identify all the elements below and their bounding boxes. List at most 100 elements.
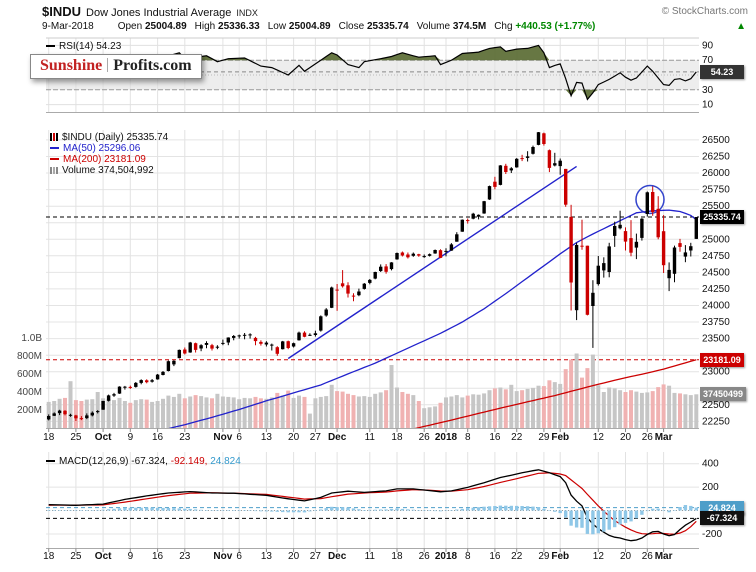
- rsi-overbought-fill: [48, 45, 697, 61]
- svg-text:30: 30: [702, 85, 714, 96]
- svg-text:26: 26: [642, 432, 654, 443]
- svg-text:25500: 25500: [702, 201, 730, 212]
- svg-text:12: 12: [593, 551, 605, 562]
- macd-legend-value: -67.324,: [131, 456, 168, 467]
- svg-text:16: 16: [489, 551, 501, 562]
- svg-text:26: 26: [642, 551, 654, 562]
- svg-text:16: 16: [152, 551, 164, 562]
- quote-line: 9-Mar-2018 Open 25004.89 High 25336.33 Low …: [42, 21, 595, 32]
- svg-text:22: 22: [511, 432, 523, 443]
- quote-close: Close 25335.74: [338, 21, 409, 32]
- macd-legend-signal: -92.149,: [170, 456, 208, 467]
- candles: [47, 132, 698, 421]
- svg-text:200M: 200M: [17, 405, 42, 416]
- macd-value-box: -67.324: [700, 511, 744, 526]
- svg-text:23000: 23000: [702, 367, 730, 378]
- logo-profits: Profits.com: [113, 57, 192, 74]
- svg-text:26000: 26000: [702, 168, 730, 179]
- rsi-oversold-fill: [48, 89, 697, 100]
- svg-text:200: 200: [702, 482, 719, 493]
- svg-text:23: 23: [179, 551, 191, 562]
- volume-bars-icon: [50, 166, 52, 174]
- volume-value-box: 37450499: [700, 387, 747, 402]
- svg-text:2018: 2018: [435, 551, 458, 562]
- svg-text:23500: 23500: [702, 334, 730, 345]
- svg-text:20: 20: [288, 551, 300, 562]
- svg-text:11: 11: [365, 551, 376, 562]
- svg-text:26: 26: [419, 551, 431, 562]
- copyright: © StockCharts.com: [661, 6, 748, 17]
- svg-text:800M: 800M: [17, 351, 42, 362]
- svg-text:11: 11: [365, 432, 376, 443]
- svg-text:25: 25: [70, 551, 82, 562]
- ma200-line: [414, 359, 697, 428]
- svg-text:Feb: Feb: [551, 551, 569, 562]
- svg-text:22500: 22500: [702, 400, 730, 411]
- svg-text:90: 90: [702, 40, 714, 51]
- svg-text:26: 26: [419, 432, 431, 443]
- svg-text:Dec: Dec: [328, 432, 347, 443]
- svg-text:70: 70: [702, 55, 714, 66]
- svg-text:29: 29: [538, 432, 550, 443]
- svg-text:23: 23: [179, 432, 191, 443]
- macd-legend-name: MACD(12,26,9): [59, 456, 129, 467]
- up-arrow-icon: ▲: [736, 21, 746, 32]
- svg-text:29: 29: [538, 551, 550, 562]
- ma200-line-icon: [50, 158, 59, 161]
- svg-text:2018: 2018: [435, 432, 458, 443]
- quote-low: Low 25004.89: [267, 21, 331, 32]
- svg-text:Mar: Mar: [655, 551, 673, 562]
- svg-text:Oct: Oct: [95, 432, 112, 443]
- ma50-line: [168, 209, 697, 428]
- svg-text:10: 10: [702, 100, 714, 111]
- macd-signal-line: [48, 472, 697, 535]
- svg-text:20: 20: [620, 551, 632, 562]
- quote-volume: Volume 374.5M: [416, 21, 487, 32]
- macd-legend: MACD(12,26,9) -67.324, -92.149, 24.824: [46, 456, 241, 467]
- svg-text:Feb: Feb: [551, 432, 569, 443]
- macd-line-icon: [46, 460, 55, 463]
- svg-text:600M: 600M: [17, 369, 42, 380]
- svg-text:Nov: Nov: [213, 432, 232, 443]
- svg-text:9: 9: [128, 551, 134, 562]
- logo-divider: [107, 58, 109, 72]
- macd-histogram: [47, 505, 698, 535]
- svg-text:18: 18: [391, 551, 403, 562]
- axis-labels: 26500 26250 26000 25750 25500 25000 24750 24500…: [17, 37, 730, 549]
- ma50-line-icon: [50, 147, 59, 150]
- svg-text:25750: 25750: [702, 185, 730, 196]
- quote-open: Open 25004.89: [117, 21, 187, 32]
- macd-legend-hist: 24.824: [210, 456, 241, 467]
- rsi-line-icon: [46, 45, 55, 48]
- annotation-ellipse: [635, 184, 665, 215]
- svg-text:20: 20: [620, 432, 632, 443]
- trendline: [287, 165, 577, 360]
- chart-header: $INDU Dow Jones Industrial Average INDX: [42, 4, 258, 19]
- svg-text:27: 27: [310, 551, 322, 562]
- svg-text:22250: 22250: [702, 416, 730, 427]
- svg-text:26500: 26500: [702, 135, 730, 146]
- rsi-legend: RSI(14) 54.23: [46, 41, 121, 52]
- svg-text:18: 18: [43, 551, 55, 562]
- volume-bars: [46, 353, 699, 429]
- date-labels: 18 18 25 25 Oct Oct 9 9 16 16 23 23 Nov Nov 6 6 13 13 20 20…: [43, 428, 673, 562]
- legend-symbol: $INDU (Daily) 25335.74: [50, 132, 168, 143]
- symbol-exchange: INDX: [236, 8, 258, 18]
- svg-text:6: 6: [236, 551, 242, 562]
- svg-text:18: 18: [391, 432, 403, 443]
- svg-text:23750: 23750: [702, 317, 730, 328]
- svg-text:9: 9: [128, 432, 134, 443]
- svg-text:26250: 26250: [702, 151, 730, 162]
- svg-text:22: 22: [511, 551, 523, 562]
- svg-text:27: 27: [310, 432, 322, 443]
- svg-text:24250: 24250: [702, 284, 730, 295]
- svg-text:20: 20: [288, 432, 300, 443]
- legend-ma200: MA(200) 23181.09: [50, 154, 168, 165]
- macd-hist-value-box: 24.824: [700, 500, 744, 515]
- symbol: $INDU: [42, 4, 82, 19]
- quote-change: Chg +440.53 (+1.77%): [494, 21, 596, 32]
- sunshineprofits-logo: Sunshine Profits.com: [30, 54, 202, 79]
- moving-averages: [168, 165, 697, 428]
- svg-text:16: 16: [152, 432, 164, 443]
- svg-text:24750: 24750: [702, 251, 730, 262]
